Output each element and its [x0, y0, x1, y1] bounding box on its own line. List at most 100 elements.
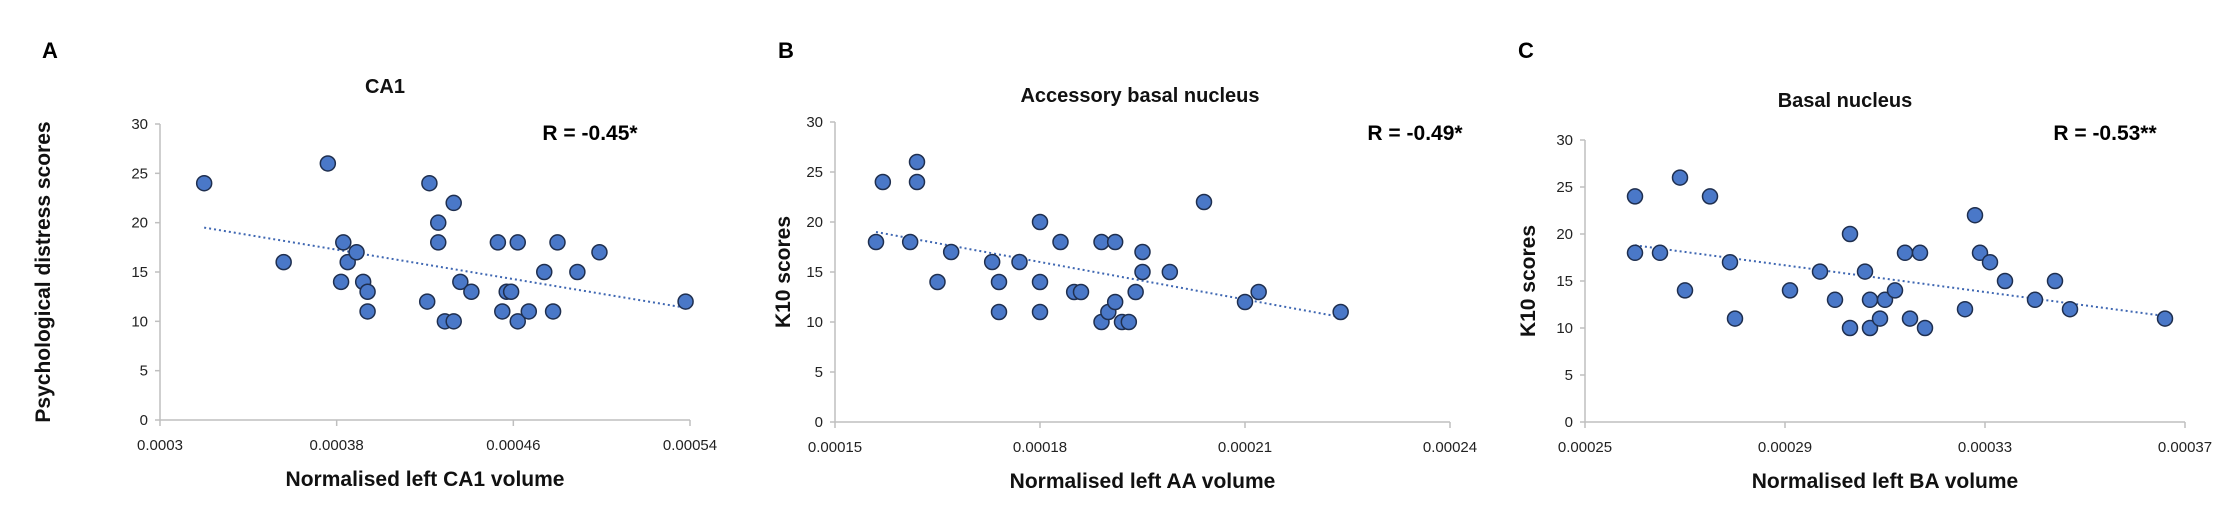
data-point: [1093, 233, 1110, 251]
data-point: [874, 173, 892, 191]
data-point: [1332, 303, 1349, 321]
y-tick-label: 15: [131, 264, 148, 281]
data-point: [195, 174, 213, 192]
data-point: [359, 283, 376, 300]
data-point: [1911, 244, 1929, 262]
data-point: [1134, 243, 1151, 261]
data-point: [1886, 282, 1904, 299]
data-point: [1861, 319, 1879, 337]
data-point: [1195, 193, 1213, 211]
data-point: [319, 155, 337, 172]
data-point: [332, 273, 350, 291]
data-point: [1161, 263, 1179, 281]
data-point: [2046, 272, 2064, 290]
data-point: [348, 244, 365, 261]
data-point: [1896, 244, 1914, 262]
data-point: [1250, 283, 1267, 301]
data-point: [867, 233, 885, 251]
y-axis-title: K10 scores: [772, 216, 795, 328]
data-point: [591, 244, 608, 261]
data-point: [1901, 310, 1919, 327]
chart-title: Basal nucleus: [1778, 90, 1913, 112]
x-tick-label: 0.00024: [1423, 439, 1477, 456]
data-point: [445, 313, 462, 330]
y-tick-label: 10: [806, 314, 823, 331]
data-point: [1626, 188, 1644, 205]
data-point: [430, 234, 447, 251]
data-point: [463, 283, 480, 300]
y-tick-label: 15: [806, 264, 823, 281]
x-axis-title: Normalised left CA1 volume: [286, 468, 565, 491]
data-point: [942, 243, 960, 261]
data-point: [1701, 188, 1719, 205]
data-point: [1876, 291, 1894, 309]
panel-label: C: [1518, 38, 1534, 63]
data-point: [1052, 233, 1069, 251]
chart-panel-c: C Basal nucleus R = -0.53** 0 5 10 15 20 25 30 0.0…: [1517, 38, 2212, 493]
x-tick-label: 0.00037: [2158, 439, 2212, 456]
x-tick-label: 0.00025: [1558, 439, 1612, 456]
data-point: [1981, 253, 1999, 271]
data-point: [1120, 313, 1138, 331]
y-tick-label: 0: [140, 412, 148, 429]
x-tick-label: 0.00015: [808, 439, 862, 456]
data-point: [1651, 244, 1669, 262]
data-point: [549, 234, 566, 251]
data-point: [990, 303, 1008, 321]
data-point: [1726, 310, 1744, 327]
data-point: [1956, 300, 1974, 318]
data-point: [1011, 253, 1028, 271]
data-point: [1031, 303, 1049, 321]
y-tick-label: 0: [815, 414, 823, 431]
data-point: [908, 173, 926, 191]
chart-panel-a: A CA1 R = -0.45* 0 5 10 15 20 25 30 0.0003 0.00038 0…: [32, 38, 717, 491]
data-point: [569, 263, 586, 281]
y-tick-label: 5: [140, 363, 148, 380]
y-tick-label: 0: [1565, 414, 1573, 431]
panel-label: B: [778, 38, 794, 63]
data-point: [445, 194, 462, 212]
data-point: [1811, 263, 1829, 280]
data-point: [677, 293, 694, 310]
data-point: [1996, 272, 2014, 290]
data-point: [1671, 169, 1689, 186]
data-point: [901, 233, 919, 251]
data-point: [1861, 291, 1879, 309]
y-tick-label: 20: [1556, 226, 1573, 243]
data-point: [929, 273, 946, 291]
chart-title: Accessory basal nucleus: [1020, 85, 1259, 107]
y-tick-label: 30: [1556, 132, 1573, 149]
data-point: [1236, 293, 1254, 311]
y-tick-label: 25: [806, 164, 823, 181]
correlation-annotation: R = -0.49*: [1367, 122, 1463, 145]
x-tick-label: 0.0003: [137, 437, 183, 454]
data-point: [1031, 273, 1049, 291]
data-point: [335, 234, 352, 251]
data-point: [1966, 206, 1984, 224]
data-point: [983, 253, 1001, 271]
data-point: [1626, 244, 1644, 262]
y-tick-label: 30: [131, 116, 148, 133]
y-axis-title: K10 scores: [1517, 225, 1540, 337]
y-tick-label: 5: [1565, 367, 1573, 384]
y-tick-label: 25: [1556, 179, 1573, 196]
data-point: [990, 273, 1008, 291]
data-point: [452, 273, 469, 291]
data-point: [1841, 319, 1859, 337]
x-tick-label: 0.00021: [1218, 439, 1272, 456]
y-tick-label: 10: [1556, 320, 1573, 337]
data-point: [536, 263, 553, 281]
x-tick-label: 0.00046: [486, 437, 540, 454]
correlation-annotation: R = -0.53**: [2053, 122, 2157, 145]
x-axis-title: Normalised left AA volume: [1010, 470, 1276, 493]
data-point: [494, 303, 511, 320]
data-point: [1871, 310, 1889, 327]
data-point: [421, 174, 438, 192]
chart-panel-b: B Accessory basal nucleus R = -0.49* 0 5 10 15…: [772, 38, 1477, 493]
y-tick-label: 5: [815, 364, 823, 381]
data-point: [1127, 283, 1144, 301]
data-point: [1031, 213, 1049, 231]
data-point: [1676, 282, 1694, 299]
y-tick-label: 20: [131, 215, 148, 232]
